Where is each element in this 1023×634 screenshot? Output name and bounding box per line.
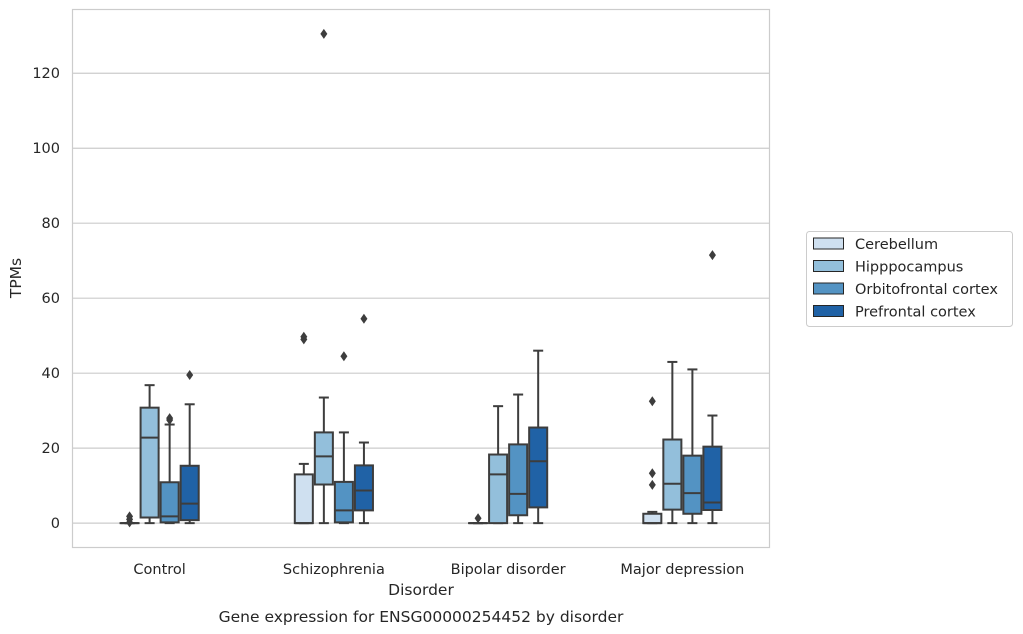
y-axis-label: TPMs — [7, 258, 25, 299]
box-3-2 — [333, 351, 354, 525]
outlier-point — [648, 468, 656, 479]
box-body — [293, 473, 314, 525]
outlier-point — [708, 250, 716, 261]
y-tick-label-40: 40 — [42, 366, 60, 382]
legend-swatch-1 — [813, 237, 844, 250]
legend-label-3: Orbitofrontal cortex — [855, 282, 998, 298]
box-body — [353, 464, 374, 512]
box-2-1 — [139, 384, 160, 525]
chart-caption: Gene expression for ENSG00000254452 by d… — [219, 608, 624, 626]
box-body — [313, 431, 334, 486]
box-4-3 — [528, 349, 549, 525]
outlier-point — [300, 331, 308, 342]
box-3-1 — [159, 413, 180, 525]
legend-frame — [806, 231, 1013, 327]
box-body — [528, 426, 549, 509]
legend-label-2: Hipppocampus — [855, 260, 963, 276]
box-body — [488, 453, 509, 525]
outlier-point — [126, 511, 134, 522]
legend-swatch-2 — [813, 260, 844, 272]
outlier-point — [474, 513, 482, 524]
box-body — [662, 438, 683, 511]
series-2 — [139, 28, 683, 525]
legend-label-4: Prefrontal cortex — [855, 305, 976, 321]
outlier-point — [648, 479, 656, 490]
box-body — [179, 464, 200, 522]
x-axis-label: Disorder — [388, 581, 454, 599]
box-body — [139, 406, 160, 519]
outlier-point — [186, 370, 194, 381]
outlier-point — [340, 351, 348, 362]
box-1-1 — [119, 511, 140, 528]
x-tick-label-3: Bipolar disorder — [451, 562, 566, 578]
box-body — [333, 480, 354, 524]
y-tick-label-100: 100 — [32, 141, 60, 157]
x-tick-label-2: Schizophrenia — [283, 562, 385, 578]
y-tick-label-20: 20 — [42, 441, 60, 457]
box-3-3 — [508, 393, 529, 525]
box-body — [682, 454, 703, 515]
outlier-point — [320, 28, 328, 39]
series-4 — [179, 250, 723, 525]
x-tick-label-1: Control — [133, 562, 185, 578]
y-tick-label-80: 80 — [42, 216, 60, 232]
plot-frame — [71, 8, 771, 549]
x-tick-label-4: Major depression — [620, 562, 744, 578]
box-body — [508, 443, 529, 517]
y-tick-label-0: 0 — [51, 516, 60, 532]
box-4-4 — [702, 250, 723, 525]
box-4-1 — [179, 370, 200, 525]
box-3-4 — [682, 368, 703, 525]
box-4-2 — [353, 313, 374, 525]
legend: Cerebellum Hipppocampus Orbitofrontal cort… — [806, 231, 1013, 327]
box-1-4 — [642, 396, 663, 525]
box-2-2 — [313, 28, 334, 525]
y-tick-label-60: 60 — [42, 291, 60, 307]
outlier-point — [166, 413, 174, 424]
outlier-point — [648, 396, 656, 407]
box-series — [119, 28, 723, 528]
y-axis-ticks: 0 20 40 60 80 100 120 — [32, 66, 60, 532]
box-body — [642, 512, 663, 525]
box-1-2 — [293, 331, 314, 525]
series-3 — [159, 351, 703, 525]
legend-swatch-3 — [813, 282, 844, 295]
legend-label-1: Cerebellum — [855, 237, 938, 253]
box-2-4 — [662, 360, 683, 525]
series-1 — [119, 331, 663, 528]
box-body — [702, 445, 723, 512]
box-1-3 — [468, 513, 489, 525]
outlier-point — [360, 313, 368, 324]
y-tick-label-120: 120 — [32, 66, 60, 82]
legend-swatch-4 — [813, 305, 844, 317]
box-2-3 — [488, 405, 509, 525]
x-axis-ticks: Control Schizophrenia Bipolar disorder Majo… — [133, 562, 744, 578]
box-body — [159, 481, 180, 524]
